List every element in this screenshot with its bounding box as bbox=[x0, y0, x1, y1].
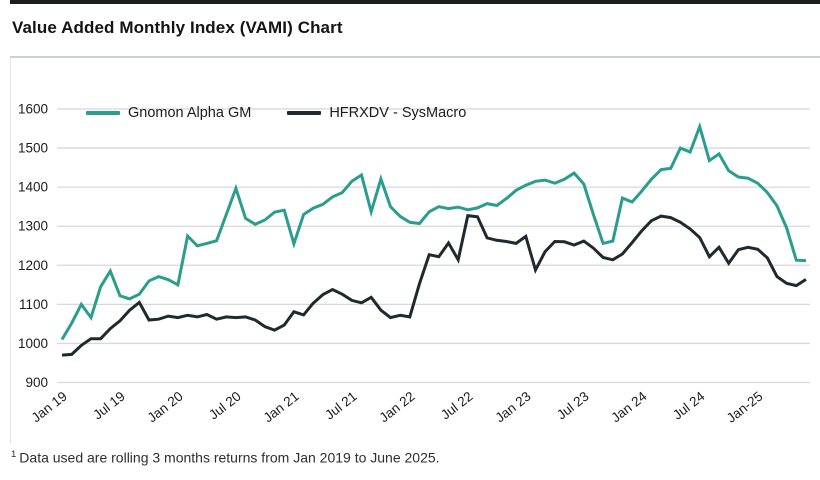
x-tick-label: Jan 22 bbox=[377, 389, 418, 426]
gridlines bbox=[57, 108, 810, 384]
x-tick-label: Jan-25 bbox=[724, 389, 766, 426]
page-title: Value Added Monthly Index (VAMI) Chart bbox=[12, 18, 343, 37]
gnomon-line-swatch bbox=[86, 111, 120, 115]
x-tick-label: Jul 22 bbox=[438, 389, 476, 423]
legend-label: HFRXDV - SysMacro bbox=[329, 105, 467, 121]
y-tick-label: 1500 bbox=[18, 141, 48, 156]
footnote-text: Data used are rolling 3 months returns f… bbox=[19, 449, 440, 466]
y-tick-label: 1000 bbox=[18, 336, 48, 351]
x-tick-label: Jan 21 bbox=[261, 389, 302, 426]
series-line-gnomon-alpha-gm bbox=[60, 121, 807, 341]
y-tick-label: 1100 bbox=[19, 297, 48, 312]
legend-item-gnomon-alpha-gm[interactable]: Gnomon Alpha GM bbox=[86, 105, 251, 121]
y-tick-label: 900 bbox=[25, 375, 48, 390]
title-divider bbox=[10, 56, 820, 58]
top-accent-bar bbox=[10, 0, 820, 4]
x-tick-label: Jan 23 bbox=[492, 389, 533, 426]
x-tick-label: Jul 23 bbox=[554, 389, 592, 423]
y-tick-label: 1400 bbox=[18, 180, 48, 195]
legend-label: Gnomon Alpha GM bbox=[128, 105, 252, 121]
x-tick-label: Jul 21 bbox=[322, 389, 360, 423]
x-tick-label: Jul 20 bbox=[206, 389, 244, 423]
x-tick-label: Jul 24 bbox=[670, 388, 708, 422]
chart-footnote: 1 Data used are rolling 3 months returns … bbox=[11, 449, 440, 466]
x-tick-label: Jan 19 bbox=[29, 389, 70, 426]
y-tick-label: 1300 bbox=[18, 219, 48, 234]
chart-legend: Gnomon Alpha GM HFRXDV - SysMacro bbox=[86, 105, 466, 121]
series-line-hfrxdv-sysmacro bbox=[61, 214, 807, 357]
chart-card-left-border bbox=[10, 58, 11, 444]
x-tick-label: Jan 20 bbox=[145, 389, 186, 426]
hfrxdv-line-swatch bbox=[287, 111, 322, 115]
x-tick-label: Jan 24 bbox=[608, 388, 650, 425]
y-tick-label: 1200 bbox=[18, 258, 48, 273]
legend-item-hfrxdv-sysmacro[interactable]: HFRXDV - SysMacro bbox=[287, 105, 466, 121]
y-tick-label: 1600 bbox=[18, 102, 48, 117]
x-tick-label: Jul 19 bbox=[90, 389, 128, 423]
footnote-superscript: 1 bbox=[11, 449, 17, 460]
x-axis-tick-labels: Jan 19 Jul 19 Jan 20 Jul 20 Jan 21 Jul 21 Jan … bbox=[29, 388, 766, 426]
y-axis-tick-labels: 900 1000 1100 1200 1300 1400 1500 1600 bbox=[18, 102, 48, 391]
